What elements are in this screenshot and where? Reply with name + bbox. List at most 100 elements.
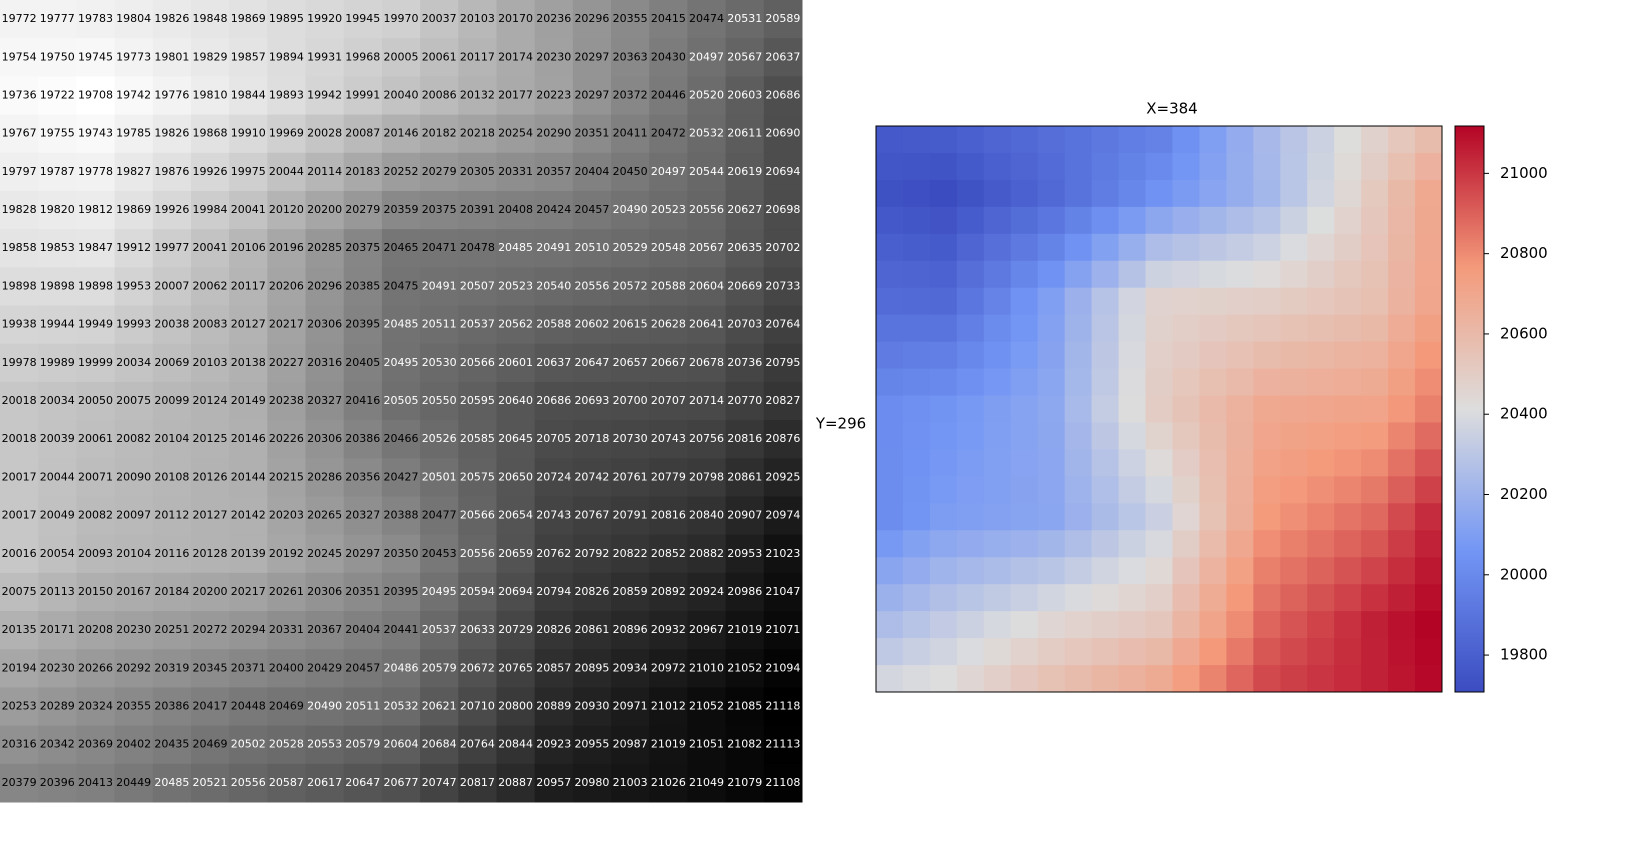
cell: [649, 725, 688, 765]
cell-value: 20595: [460, 394, 495, 407]
heatmap-cell: [1307, 152, 1335, 181]
cell-value: 19991: [345, 88, 380, 101]
heatmap-cell: [1307, 665, 1335, 693]
cell: [267, 534, 307, 574]
heatmap-cell: [1361, 126, 1389, 154]
cell: [572, 381, 612, 421]
cell: [343, 496, 383, 536]
heatmap-cell: [1199, 368, 1227, 397]
heatmap-cell: [902, 368, 931, 397]
heatmap-cell: [1415, 314, 1443, 343]
cell-value: 20528: [269, 738, 304, 751]
cell-value: 20417: [193, 700, 228, 713]
cell-value: 20594: [460, 585, 495, 598]
heatmap-cell: [1010, 368, 1039, 397]
cell: [420, 190, 459, 230]
cell-value: 20502: [231, 738, 266, 751]
cell: [420, 38, 459, 77]
cell: [534, 190, 574, 230]
cell: [381, 343, 421, 383]
heatmap-cell: [876, 503, 904, 531]
cell-value: 19945: [345, 12, 380, 25]
colorbar: [1454, 125, 1485, 693]
heatmap-cell: [1172, 206, 1200, 235]
cell: [649, 534, 688, 574]
cell: [420, 0, 459, 39]
heatmap-cell: [1226, 314, 1254, 343]
heatmap-cell: [1118, 476, 1147, 504]
heatmap-cell: [1199, 611, 1227, 639]
heatmap-cell: [876, 611, 904, 639]
cell: [420, 458, 459, 497]
cell: [420, 267, 459, 307]
cell: [343, 229, 383, 268]
cell-value: 20251: [154, 623, 189, 636]
cell-value: 20619: [727, 165, 762, 178]
cell-value: 20795: [765, 356, 800, 369]
cell-value: 21071: [765, 623, 800, 636]
cell: [687, 420, 727, 459]
cell: [343, 152, 383, 192]
cell-value: 20427: [384, 470, 419, 483]
heatmap-cell: [956, 179, 985, 208]
heatmap-cell: [1010, 179, 1039, 208]
cell-value: 20530: [422, 356, 457, 369]
heatmap-cell: [1010, 476, 1039, 504]
heatmap-cell: [1199, 422, 1227, 450]
cell: [343, 305, 383, 345]
cell-value: 19910: [231, 127, 266, 140]
heatmap-cell: [1253, 233, 1281, 262]
heatmap-cell: [1091, 152, 1120, 181]
heatmap-cell: [1091, 557, 1120, 585]
heatmap-cell: [1199, 449, 1227, 477]
heatmap-cell: [1253, 341, 1281, 370]
cell: [229, 190, 268, 230]
heatmap-cell: [1253, 126, 1281, 154]
cell: [534, 572, 574, 612]
heatmap-cell: [1091, 476, 1120, 504]
cell: [381, 458, 421, 497]
heatmap-cell: [1361, 287, 1389, 316]
cell-value: 20987: [613, 738, 648, 751]
heatmap-cell: [1199, 341, 1227, 370]
cell: [572, 76, 612, 116]
heatmap-cell: [1280, 557, 1308, 585]
cell-value: 20238: [269, 394, 304, 407]
cell: [687, 649, 727, 688]
heatmap-cell: [902, 557, 931, 585]
cell-value: 20316: [2, 738, 37, 751]
cell-value: 20448: [231, 700, 266, 713]
heatmap-cell: [1118, 503, 1147, 531]
cell-value: 20127: [231, 318, 266, 331]
heatmap-cell: [983, 179, 1012, 208]
cell-value: 19898: [40, 279, 75, 292]
cell: [229, 725, 268, 765]
cell: [229, 114, 268, 154]
heatmap-cell: [956, 557, 985, 585]
cell: [76, 190, 116, 230]
cell: [534, 496, 574, 536]
cell: [229, 763, 268, 803]
cell: [267, 76, 307, 116]
cell: [458, 725, 497, 765]
heatmap-cell: [876, 341, 904, 370]
cell: [38, 496, 77, 536]
cell: [381, 572, 421, 612]
cell: [763, 76, 803, 116]
heatmap-cell: [1226, 233, 1254, 262]
cell-value: 20635: [727, 241, 762, 254]
cell: [725, 76, 765, 116]
cell-value: 20892: [651, 585, 686, 598]
cell: [0, 381, 39, 421]
heatmap-cell: [1226, 206, 1254, 235]
cell: [305, 763, 345, 803]
heatmap-cell: [1307, 314, 1335, 343]
cell: [381, 381, 421, 421]
cell-value: 20650: [498, 470, 533, 483]
cell-value: 20588: [651, 279, 686, 292]
cell: [152, 496, 192, 536]
heatmap-cell: [876, 557, 904, 585]
cell-value: 20770: [727, 394, 762, 407]
heatmap-cell: [1280, 152, 1308, 181]
cell-value: 20351: [345, 585, 380, 598]
